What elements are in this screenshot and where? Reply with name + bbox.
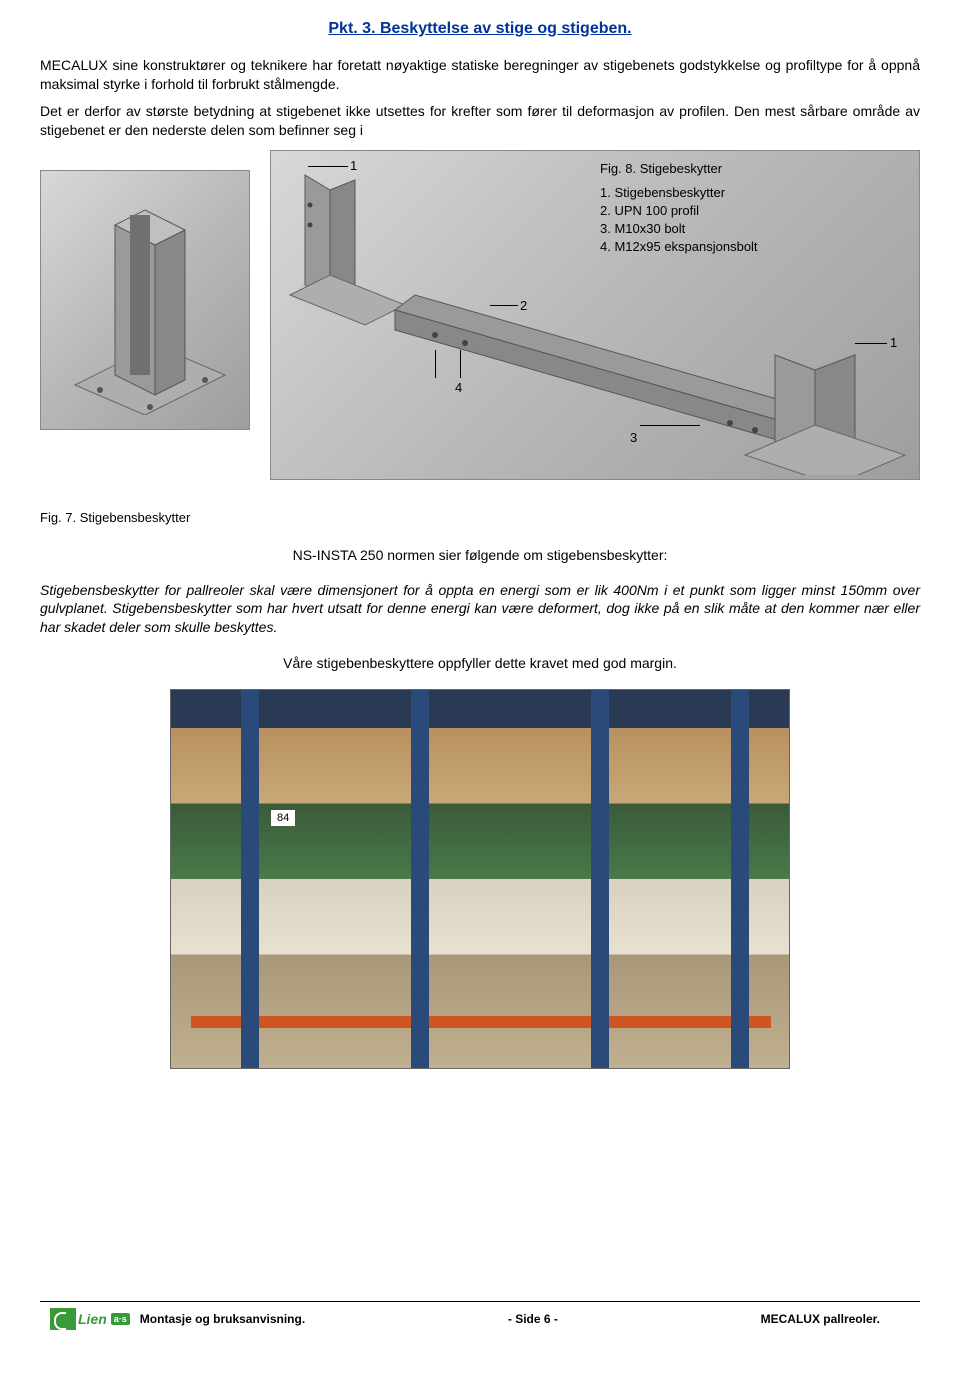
footer-left: Lien a·s Montasje og bruksanvisning. — [50, 1308, 305, 1330]
callout-4-line-v — [435, 350, 436, 378]
logo-mark-icon — [50, 1308, 76, 1330]
rack-pillar — [591, 690, 609, 1068]
callout-4: 4 — [455, 380, 462, 395]
callout-2: 2 — [520, 298, 527, 313]
legend-item: 2. UPN 100 profil — [600, 202, 758, 220]
logo-suffix: a·s — [111, 1313, 130, 1325]
callout-4-line-v2 — [460, 350, 461, 378]
rack-pillar — [731, 690, 749, 1068]
upright-protector-icon — [55, 185, 235, 415]
footer-left-text: Montasje og bruksanvisning. — [140, 1312, 305, 1326]
legend-title: Fig. 8. Stigebeskytter — [600, 160, 758, 178]
paragraph-2: Det er derfor av største betydning at st… — [40, 102, 920, 140]
rack-pillar — [411, 690, 429, 1068]
warehouse-photo — [170, 689, 790, 1069]
center-statement: Våre stigebenbeskyttere oppfyller dette … — [40, 655, 920, 671]
legend-item: 3. M10x30 bolt — [600, 220, 758, 238]
figure-7-image — [40, 170, 250, 430]
legend-item: 4. M12x95 ekspansjonsbolt — [600, 238, 758, 256]
rack-pillar — [241, 690, 259, 1068]
legend-item: 1. Stigebensbeskytter — [600, 184, 758, 202]
callout-2-line — [490, 305, 518, 306]
paragraph-1: MECALUX sine konstruktører og teknikere … — [40, 56, 920, 94]
footer-page-number: - Side 6 - — [508, 1312, 558, 1326]
figure-row: 1 2 1 4 3 Fig. 8. Stigebeskytter 1. Stig… — [40, 150, 920, 510]
page: Pkt. 3. Beskyttelse av stige og stigeben… — [0, 0, 960, 1340]
callout-1b: 1 — [890, 335, 897, 350]
callout-3: 3 — [630, 430, 637, 445]
callout-3-line — [640, 425, 700, 426]
guard-rail-icon — [275, 155, 915, 475]
page-footer: Lien a·s Montasje og bruksanvisning. - S… — [40, 1301, 920, 1336]
callout-1b-line — [855, 343, 887, 344]
footer-right-text: MECALUX pallreoler. — [761, 1312, 880, 1326]
callout-1: 1 — [350, 158, 357, 173]
figure-8-legend: Fig. 8. Stigebeskytter 1. Stigebensbesky… — [600, 160, 758, 257]
callout-1-line — [308, 166, 348, 167]
figure-7-caption: Fig. 7. Stigebensbeskytter — [40, 510, 920, 525]
subheading: NS-INSTA 250 normen sier følgende om sti… — [40, 547, 920, 563]
company-logo: Lien a·s — [50, 1308, 130, 1330]
italic-paragraph: Stigebensbeskytter for pallreoler skal v… — [40, 581, 920, 638]
figure-8-image — [270, 150, 920, 480]
page-title: Pkt. 3. Beskyttelse av stige og stigeben… — [40, 20, 920, 38]
logo-text: Lien — [78, 1311, 107, 1327]
